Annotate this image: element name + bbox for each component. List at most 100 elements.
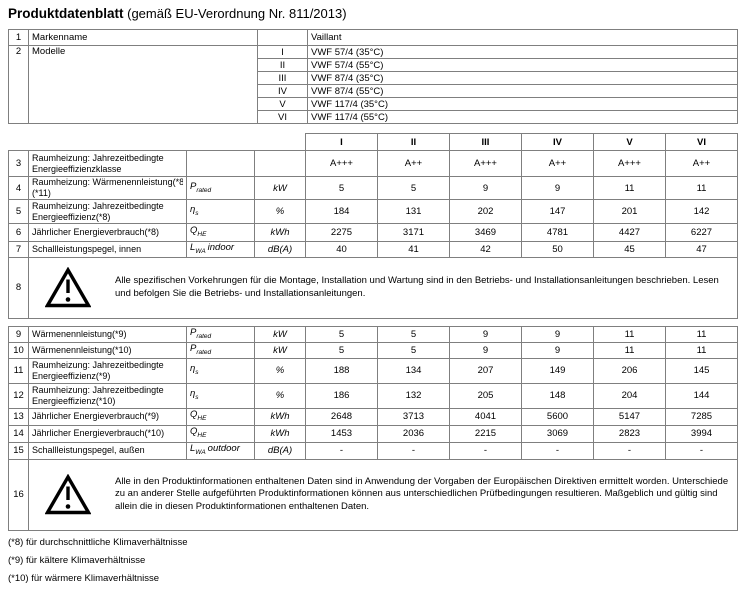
value-cell: 2823 — [593, 424, 666, 443]
value-cell: 204 — [593, 382, 666, 409]
unit-cell — [254, 150, 306, 177]
symbol-subscript: WA — [195, 247, 206, 255]
value-cell: 5 — [305, 176, 378, 200]
climate-conditions-table: 9 Wärmenennleistung(*9) Prated kW 5 5 9 … — [8, 325, 738, 531]
row-label: Raumheizung: Wärmenennleistung(*8) (*11) — [28, 176, 187, 200]
value-cell: 2215 — [449, 424, 522, 443]
value-cell: 9 — [521, 325, 594, 343]
symbol-cell: QHE — [186, 424, 255, 443]
model-name: VWF 117/4 (55°C) — [307, 110, 738, 124]
value-cell: A+++ — [305, 150, 378, 177]
symbol-base: P — [190, 342, 197, 354]
value-cell: 2036 — [377, 424, 450, 443]
value-cell: 148 — [521, 382, 594, 409]
value-cell: 205 — [449, 382, 522, 409]
row-label: Wärmenennleistung(*10) — [28, 341, 187, 359]
row-label: Raumheizung: Jahrezeitbedingte Energieef… — [28, 199, 187, 224]
model-roman: V — [257, 97, 308, 111]
brand-label: Markenname — [28, 29, 258, 46]
row-label-line1: Raumheizung: Wärmenennleistung(*8) — [32, 177, 183, 188]
unit-cell: % — [254, 357, 306, 384]
value-cell: 41 — [377, 241, 450, 258]
row-number: 11 — [8, 357, 29, 384]
row-label-line1: Jährlicher Energieverbrauch(*10) — [32, 428, 165, 439]
value-cell: - — [593, 441, 666, 460]
value-cell: 186 — [305, 382, 378, 409]
row-label-line1: Raumheizung: Jahrezeitbedingte — [32, 152, 164, 163]
value-cell: 40 — [305, 241, 378, 258]
value-cell: 5 — [377, 341, 450, 359]
row-label-line2: Energieeffizienz(*10) — [32, 395, 116, 406]
model-name: VWF 87/4 (55°C) — [307, 84, 738, 98]
symbol-subscript: rated — [196, 348, 212, 356]
page-title-suffix: (gemäß EU-Verordnung Nr. 811/2013) — [123, 6, 347, 21]
symbol-base: η — [190, 363, 196, 375]
row-number: 15 — [8, 441, 29, 460]
value-cell: - — [521, 441, 594, 460]
table-row-model: 2 Modelle I VWF 57/4 (35°C) — [8, 45, 738, 124]
page-title-main: Produktdatenblatt — [8, 6, 124, 21]
warning-content: Alle in den Produktinformationen enthalt… — [30, 473, 737, 516]
row-label: Wärmenennleistung(*9) — [28, 325, 187, 343]
value-cell: A++ — [665, 150, 738, 177]
footnote-11: (*11) Für Heizgeräte und Kombiheizgeräte… — [8, 591, 737, 592]
unit-cell: kWh — [254, 223, 306, 242]
row-label-line1: Jährlicher Energieverbrauch(*9) — [32, 411, 160, 422]
table-row: 12 Raumheizung: Jahrezeitbedingte Energi… — [8, 382, 738, 409]
value-cell: 9 — [449, 325, 522, 343]
row-label-line1: Raumheizung: Jahrezeitbedingte — [32, 384, 164, 395]
symbol-subscript: WA — [195, 449, 206, 457]
table-row: 7 Schallleistungspegel, innen LWA indoor … — [8, 241, 738, 258]
symbol-cell: Prated — [186, 176, 255, 200]
value-cell: 6227 — [665, 223, 738, 242]
model-name: VWF 57/4 (35°C) — [307, 45, 738, 59]
symbol-cell: ηs — [186, 382, 255, 409]
value-cell: 4427 — [593, 223, 666, 242]
footnote-8: (*8) für durchschnittliche Klimaverhältn… — [8, 536, 188, 548]
row-label-line1: Wärmenennleistung(*9) — [32, 328, 127, 339]
row-number: 16 — [8, 458, 29, 531]
row-label: Schallleistungspegel, außen — [28, 441, 187, 460]
table-row-model: VI VWF 117/4 (55°C) — [9, 110, 738, 124]
footnote-10: (*10) für wärmere Klimaverhältnisse — [8, 572, 159, 584]
symbol-cell: LWA outdoor — [186, 441, 255, 460]
symbol-subscript: rated — [196, 186, 212, 194]
symbol-subscript: HE — [197, 415, 207, 423]
row-number: 14 — [8, 424, 29, 443]
model-roman: I — [257, 45, 308, 59]
symbol-cell: ηs — [186, 199, 255, 224]
value-cell: 9 — [449, 341, 522, 359]
value-cell: 5147 — [593, 407, 666, 426]
value-cell: 9 — [521, 341, 594, 359]
symbol-cell: QHE — [186, 407, 255, 426]
value-cell: 206 — [593, 357, 666, 384]
value-cell: 11 — [665, 341, 738, 359]
value-cell: A++ — [377, 150, 450, 177]
symbol-base: Q — [190, 225, 198, 237]
symbol-base: η — [190, 388, 196, 400]
column-header-I: I — [305, 133, 378, 151]
model-roman: IV — [257, 84, 308, 98]
symbol-base: P — [190, 180, 197, 192]
column-header-VI: VI — [665, 133, 738, 151]
value-cell: 134 — [377, 357, 450, 384]
value-cell: 11 — [593, 176, 666, 200]
value-cell: 201 — [593, 199, 666, 224]
brand-value: Vaillant — [307, 29, 738, 46]
value-cell: 9 — [521, 176, 594, 200]
row-label: Jährlicher Energieverbrauch(*8) — [28, 223, 187, 242]
row-number: 7 — [8, 241, 29, 258]
row-label-line2: Energieeffizienz(*9) — [32, 370, 111, 381]
value-cell: 207 — [449, 357, 522, 384]
model-roman: II — [257, 58, 308, 72]
symbol-base: L — [190, 242, 196, 253]
column-header-II: II — [377, 133, 450, 151]
unit-cell: % — [254, 199, 306, 224]
value-cell: 2648 — [305, 407, 378, 426]
unit-cell: kWh — [254, 424, 306, 443]
row-label: Schallleistungspegel, innen — [28, 241, 187, 258]
model-name: VWF 57/4 (55°C) — [307, 58, 738, 72]
models-label: Modelle — [28, 45, 258, 124]
brand-models-table: 1 Markenname Vaillant 2 Modelle I VWF 57… — [8, 29, 738, 124]
symbol-base: η — [190, 204, 196, 216]
